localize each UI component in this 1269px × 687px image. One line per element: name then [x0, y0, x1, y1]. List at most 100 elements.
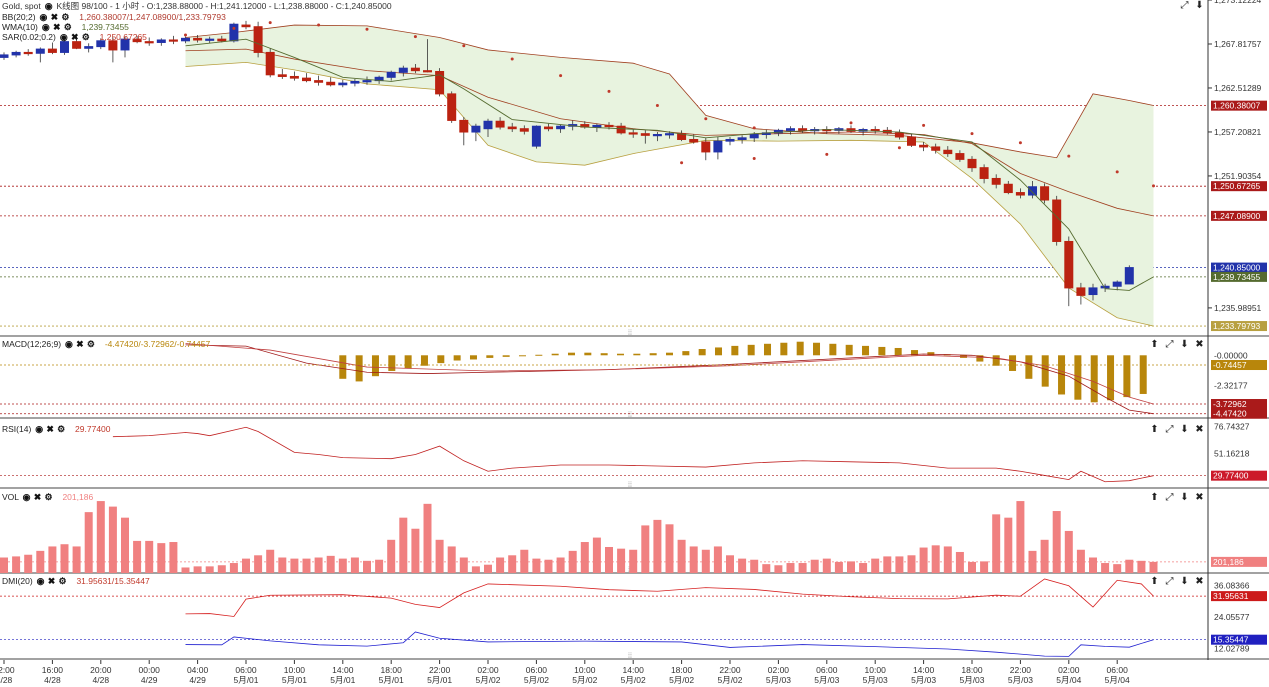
- macd-histogram-bar: [682, 351, 690, 356]
- price-badge-label: 1,250.67265: [1213, 181, 1261, 191]
- eye-icon[interactable]: ◉: [41, 22, 50, 32]
- time-tick-label: 10:00: [574, 665, 596, 675]
- gear-icon[interactable]: ⚙: [44, 492, 53, 502]
- up-arrow-icon[interactable]: ⬆: [1150, 339, 1159, 350]
- candle-body: [531, 125, 541, 147]
- close-icon[interactable]: ✖: [1195, 492, 1204, 503]
- close-icon[interactable]: ✖: [1195, 576, 1204, 587]
- up-arrow-icon[interactable]: ⬆: [1150, 424, 1159, 435]
- close-icon[interactable]: ✖: [1195, 339, 1204, 350]
- close-icon[interactable]: ✖: [70, 32, 79, 42]
- volume-bar: [0, 557, 8, 573]
- close-icon[interactable]: ✖: [76, 339, 84, 349]
- down-arrow-icon[interactable]: ⬇: [1180, 339, 1189, 350]
- gear-icon[interactable]: ⚙: [81, 32, 90, 42]
- down-arrow-icon[interactable]: ⬇: [1195, 0, 1204, 11]
- volume-bar: [471, 566, 480, 573]
- volume-bar: [1076, 549, 1085, 573]
- down-arrow-icon[interactable]: ⬇: [1180, 424, 1189, 435]
- chart-type-label[interactable]: K线图: [56, 1, 80, 11]
- gear-icon[interactable]: ⚙: [58, 576, 67, 586]
- gear-icon[interactable]: ⚙: [57, 424, 66, 434]
- close-icon[interactable]: ✖: [33, 492, 42, 502]
- candle-body: [725, 138, 735, 142]
- volume-bar: [580, 542, 589, 573]
- gear-icon[interactable]: ⚙: [86, 339, 95, 349]
- time-tick-label: 06:00: [526, 665, 548, 675]
- volume-bar: [217, 565, 226, 573]
- expand-icon[interactable]: ⤢: [1180, 0, 1189, 11]
- symbol-label[interactable]: Gold, spot: [2, 1, 41, 11]
- close-icon[interactable]: ✖: [46, 424, 54, 434]
- dmi-badge-label: 31.95631: [1213, 591, 1249, 601]
- eye-icon[interactable]: ◉: [22, 492, 31, 502]
- gear-icon[interactable]: ⚙: [63, 22, 72, 32]
- candle-body: [11, 51, 21, 56]
- eye-icon[interactable]: ◉: [39, 12, 48, 22]
- volume-bar: [665, 524, 674, 573]
- time-tick-label: 02:00: [477, 665, 499, 675]
- sar-dot: [1152, 184, 1155, 188]
- macd-histogram-bar: [1041, 355, 1049, 387]
- volume-bar: [810, 559, 819, 573]
- time-tick-label: 10:00: [284, 665, 306, 675]
- date-tick-label: 4/28: [44, 675, 61, 685]
- up-arrow-icon[interactable]: ⬆: [1150, 576, 1159, 587]
- expand-icon[interactable]: ⤢: [1165, 424, 1174, 435]
- candle-body: [277, 74, 287, 77]
- sar-dot: [462, 44, 466, 48]
- macd-histogram-bar: [616, 353, 624, 356]
- volume-bar: [617, 548, 626, 573]
- macd-badge-label: -4.47420: [1213, 409, 1247, 419]
- candle-body: [665, 133, 674, 136]
- macd-histogram-bar: [1025, 355, 1033, 379]
- candle-body: [870, 129, 880, 132]
- sar-dot: [752, 126, 756, 130]
- candle-body: [326, 81, 336, 86]
- expand-icon[interactable]: ⤢: [1165, 492, 1174, 503]
- date-tick-label: 5月/03: [959, 675, 984, 685]
- close-icon[interactable]: ✖: [47, 576, 56, 586]
- macd-histogram-bar: [1074, 355, 1082, 400]
- candle-body: [907, 136, 916, 146]
- volume-bar: [278, 557, 287, 573]
- drag-handle: ⁞⁞: [628, 330, 632, 337]
- volume-bar: [338, 558, 347, 573]
- close-icon[interactable]: ✖: [52, 22, 61, 32]
- date-tick-label: 5月/02: [524, 675, 549, 685]
- eye-icon[interactable]: ◉: [36, 576, 45, 586]
- candles[interactable]: [0, 20, 1134, 307]
- vol-legend: VOL ◉ ✖ ⚙ 201,186: [2, 492, 93, 503]
- date-tick-label: 5月/02: [475, 675, 500, 685]
- sar-dot: [680, 161, 684, 165]
- candle-body: [386, 71, 396, 78]
- time-tick-label: 02:00: [1058, 665, 1080, 675]
- sar-dot: [268, 21, 272, 25]
- eye-icon[interactable]: ◉: [35, 424, 44, 434]
- expand-icon[interactable]: ⤢: [1165, 339, 1174, 350]
- rsi-label: RSI(14): [2, 424, 32, 434]
- down-arrow-icon[interactable]: ⬇: [1180, 492, 1189, 503]
- eye-icon[interactable]: ◉: [44, 1, 53, 11]
- macd-histogram-bar: [1058, 355, 1066, 395]
- date-tick-label: 5月/01: [330, 675, 355, 685]
- candle-body: [749, 134, 759, 139]
- expand-icon[interactable]: ⤢: [1165, 576, 1174, 587]
- price-tick-label: 1,267.81757: [1214, 39, 1262, 49]
- gear-icon[interactable]: ⚙: [61, 12, 70, 22]
- macd-histogram-bar: [551, 353, 559, 356]
- close-icon[interactable]: ✖: [1195, 424, 1204, 435]
- dmi-tick-label: 12.02789: [1214, 643, 1250, 653]
- volume-bar: [762, 564, 771, 573]
- volume-bar: [157, 543, 166, 573]
- close-icon[interactable]: ✖: [50, 12, 59, 22]
- price-badge: [1211, 271, 1267, 282]
- eye-icon[interactable]: ◉: [65, 339, 73, 349]
- candle-body: [507, 126, 517, 130]
- date-tick-label: 4/28: [93, 675, 110, 685]
- candle-body: [47, 48, 57, 53]
- down-arrow-icon[interactable]: ⬇: [1180, 576, 1189, 587]
- up-arrow-icon[interactable]: ⬆: [1150, 492, 1159, 503]
- eye-icon[interactable]: ◉: [59, 32, 68, 42]
